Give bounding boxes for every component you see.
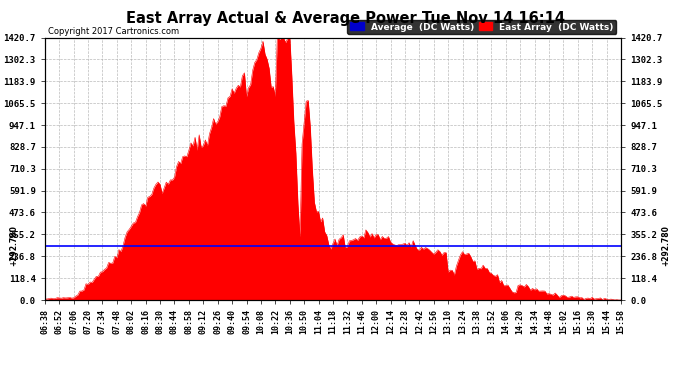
Text: East Array Actual & Average Power Tue Nov 14 16:14: East Array Actual & Average Power Tue No… [126,11,564,26]
Text: +292.780: +292.780 [661,225,670,266]
Text: +292.780: +292.780 [9,225,18,266]
Text: Copyright 2017 Cartronics.com: Copyright 2017 Cartronics.com [48,27,179,36]
Legend: Average  (DC Watts), East Array  (DC Watts): Average (DC Watts), East Array (DC Watts… [347,20,616,34]
